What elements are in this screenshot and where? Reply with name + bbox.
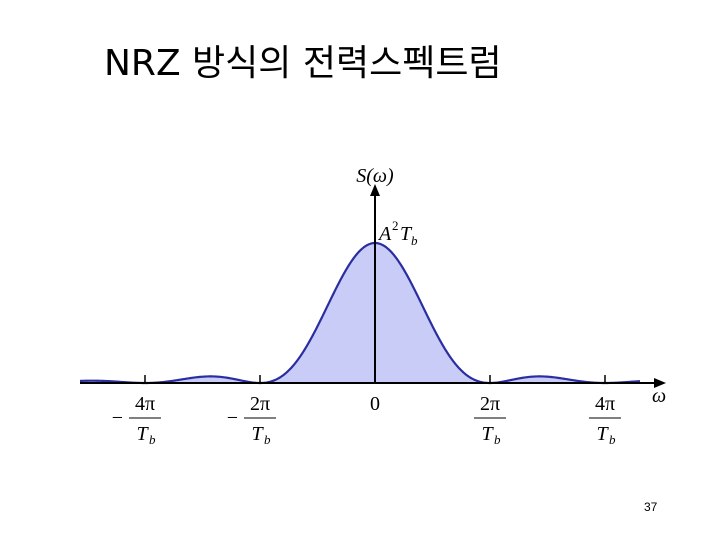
peak-label-base2: T [400,223,413,245]
y-axis-label: S(ω) [356,165,394,187]
x-tick-denominator: T [596,423,609,445]
x-tick-sign: − [112,407,123,429]
x-axis-arrow [654,378,666,388]
x-tick-denominator: T [136,423,149,445]
x-tick-numerator: 4π [595,393,615,415]
spectrum-fill [80,243,640,383]
peak-label-superscript: 2 [392,218,399,233]
x-tick-subscript: b [149,432,156,447]
x-tick-denominator: T [481,423,494,445]
peak-label-subscript: b [411,233,418,248]
peak-label-base: A [377,223,392,245]
spectrum-curve [79,241,641,385]
slide-title: NRZ 방식의 전력스펙트럼 [104,43,502,84]
page-number: 37 [644,500,658,514]
x-tick-numerator: 4π [135,393,155,415]
x-tick-label: 0 [370,393,380,415]
x-tick-subscript: b [494,432,501,447]
y-axis-arrow [370,184,380,196]
x-tick-denominator: T [251,423,264,445]
x-tick-numerator: 2π [250,393,270,415]
x-tick-sign: − [227,407,238,429]
x-tick-subscript: b [264,432,271,447]
x-tick-subscript: b [609,432,616,447]
x-axis-label: ω [652,385,666,407]
x-tick-numerator: 2π [480,393,500,415]
